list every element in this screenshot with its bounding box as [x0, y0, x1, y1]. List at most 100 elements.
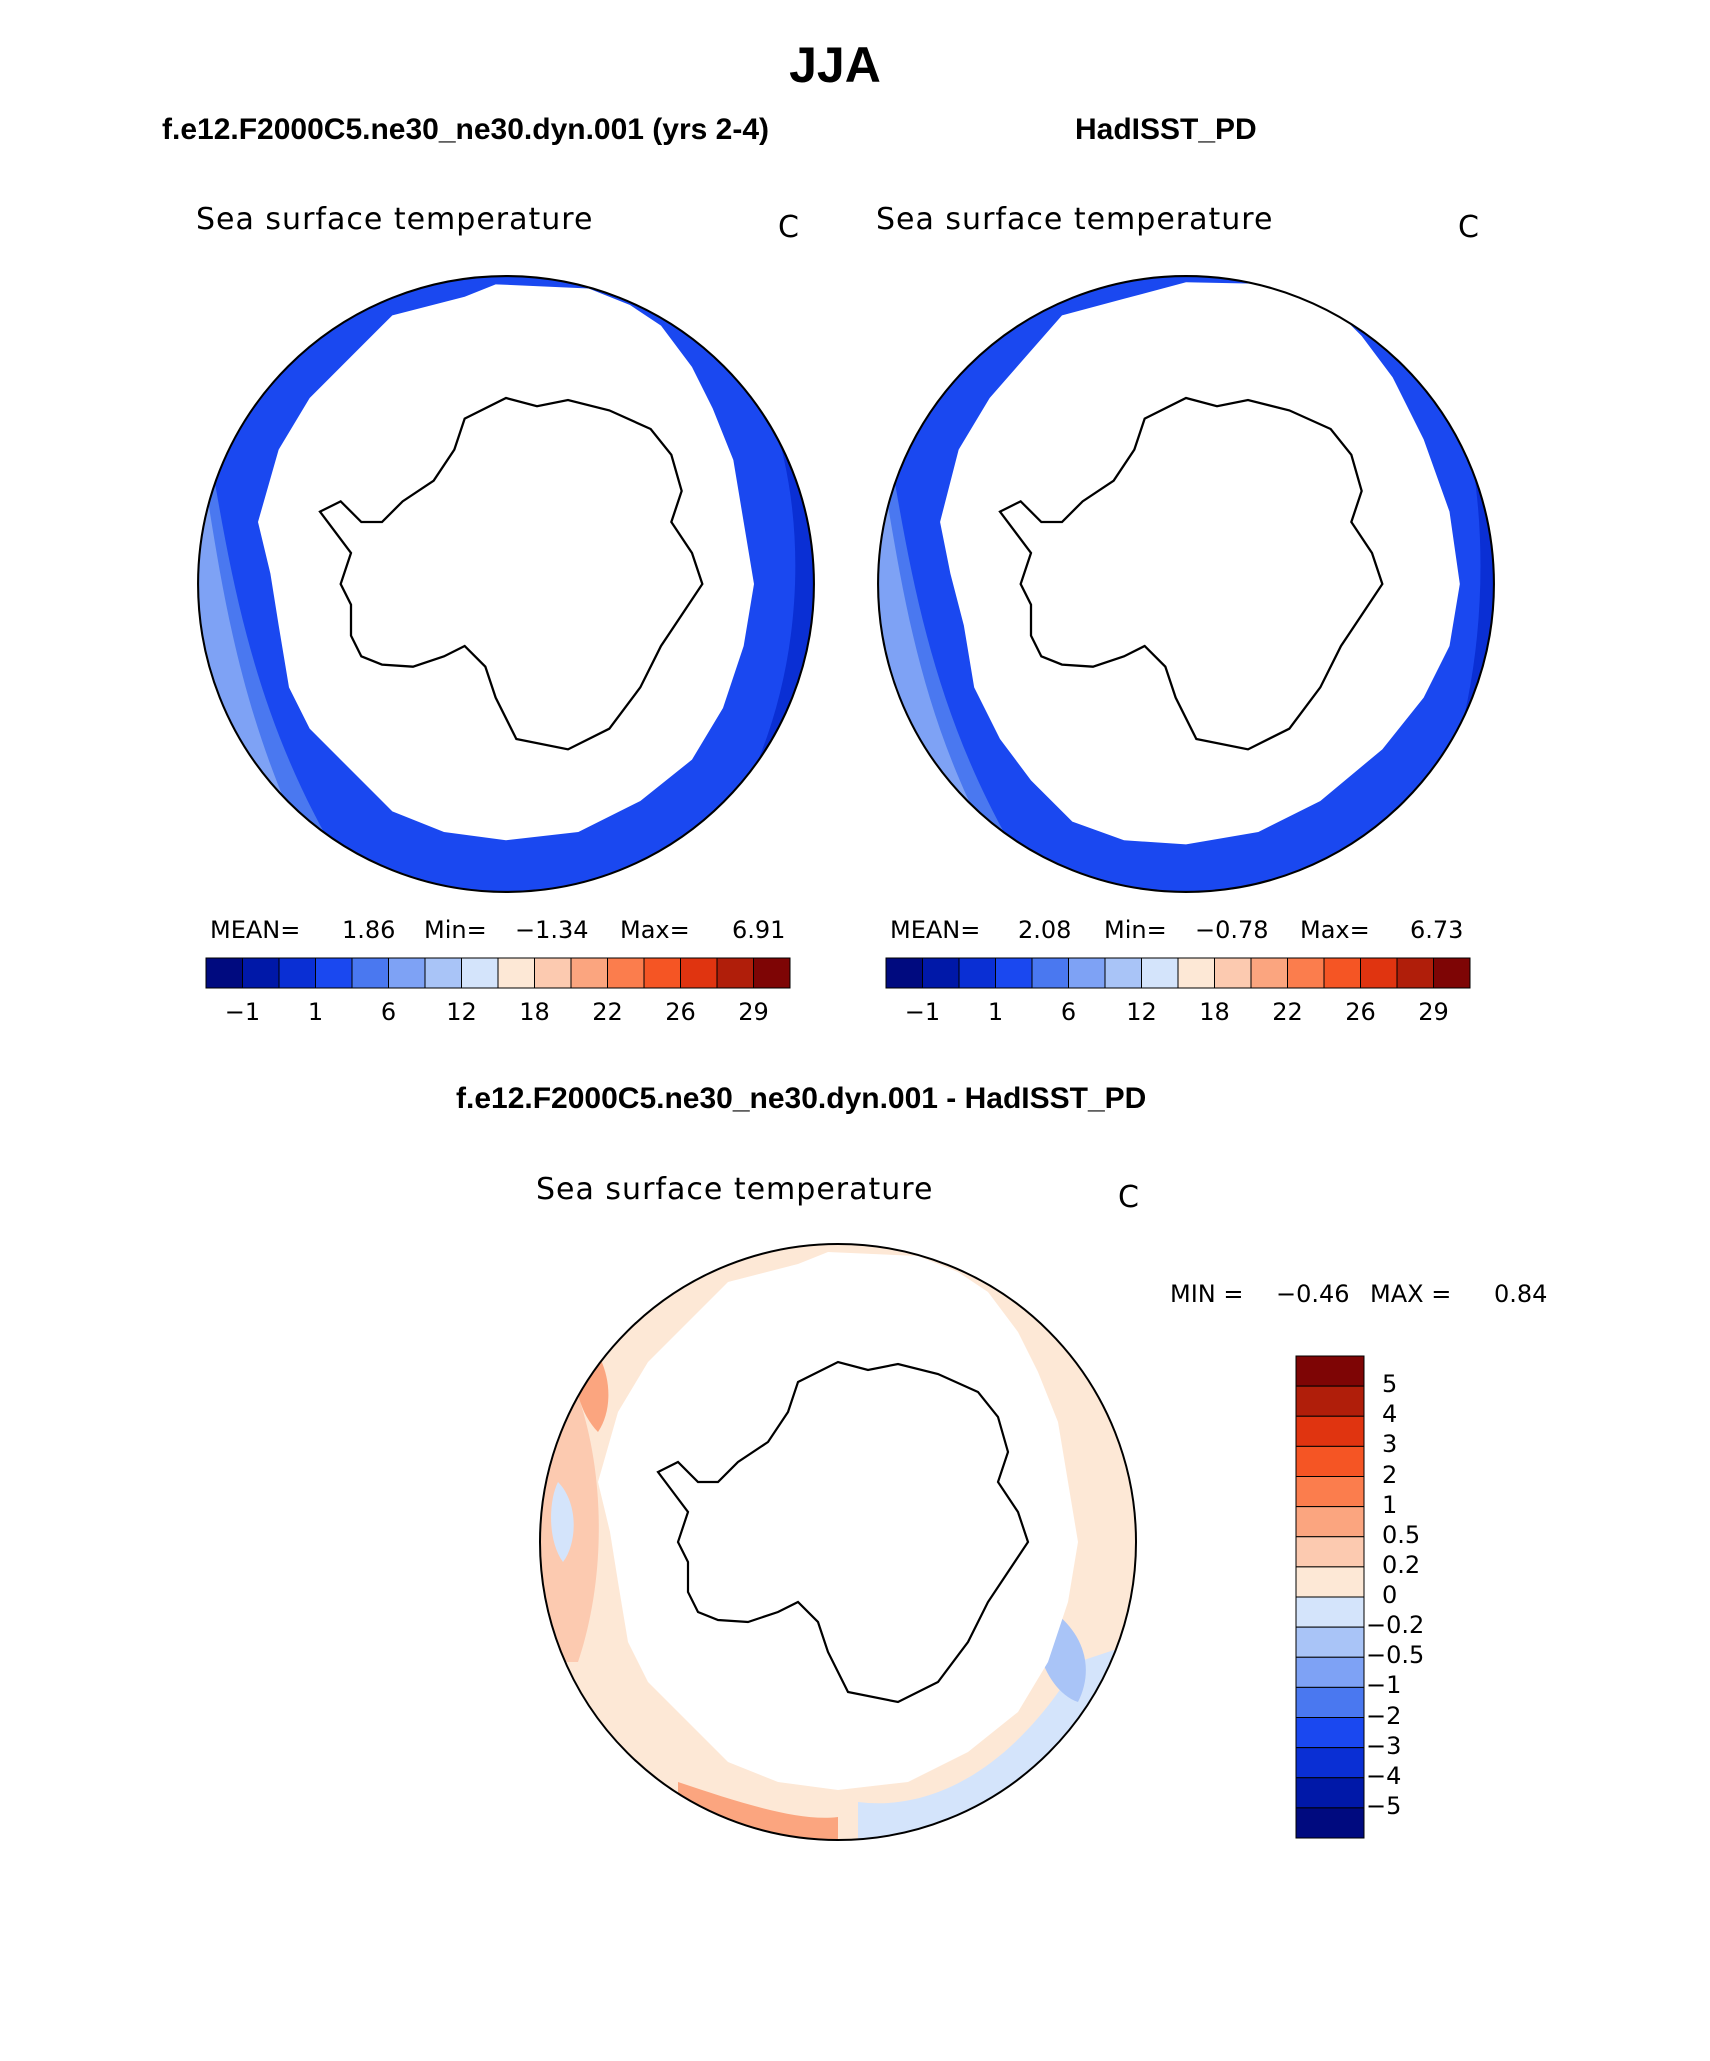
- figure-title: JJA: [789, 37, 881, 93]
- panel1-min-label: Min=: [424, 916, 487, 944]
- colorbar-swatch: [958, 957, 996, 989]
- colorbar-tick-label: 26: [1345, 998, 1376, 1026]
- colorbar-swatch: [995, 957, 1033, 989]
- colorbar-swatch: [1295, 1355, 1365, 1387]
- colorbar-swatch: [716, 957, 754, 989]
- colorbar-swatch: [1295, 1717, 1365, 1749]
- panel2-polar-map: [877, 275, 1495, 893]
- colorbar-tick-label: 22: [592, 998, 623, 1026]
- panel2-subtitle: HadISST_PD: [1075, 113, 1257, 146]
- colorbar-swatch: [1214, 957, 1252, 989]
- colorbar-swatch: [1295, 1747, 1365, 1779]
- panel1-subtitle: f.e12.F2000C5.ne30_ne30.dyn.001 (yrs 2-4…: [162, 113, 770, 146]
- colorbar-tick-label: 26: [665, 998, 696, 1026]
- colorbar-swatch: [1295, 1596, 1365, 1628]
- colorbar-tick-label: 29: [1418, 998, 1449, 1026]
- colorbar-swatch: [534, 957, 572, 989]
- colorbar-tick-label: −3: [1366, 1731, 1402, 1760]
- colorbar-swatch: [1323, 957, 1361, 989]
- panel1-colorbar: [205, 957, 791, 989]
- map-boundary: [539, 1243, 1137, 1841]
- panel3-units-label: C: [1118, 1180, 1140, 1215]
- map-boundary: [877, 275, 1495, 893]
- colorbar-tick-label: −1: [904, 998, 941, 1026]
- colorbar-tick-label: 5: [1382, 1370, 1398, 1399]
- colorbar-swatch: [607, 957, 645, 989]
- colorbar-swatch: [1295, 1385, 1365, 1417]
- panel1-units-label: C: [778, 210, 800, 245]
- colorbar-tick-label: 29: [738, 998, 769, 1026]
- colorbar-tick-label: 12: [1126, 998, 1157, 1026]
- panel2-min-value: −0.78: [1195, 916, 1269, 944]
- panel1-mean-label: MEAN=: [210, 916, 301, 944]
- colorbar-swatch: [680, 957, 718, 989]
- colorbar-swatch: [1031, 957, 1069, 989]
- colorbar-swatch: [1250, 957, 1288, 989]
- colorbar-swatch: [1295, 1626, 1365, 1658]
- colorbar-swatch: [1295, 1777, 1365, 1809]
- panel1-variable-label: Sea surface temperature: [196, 202, 594, 237]
- panel3-polar-map: [539, 1243, 1137, 1841]
- colorbar-swatch: [1177, 957, 1215, 989]
- colorbar-swatch: [242, 957, 280, 989]
- panel1-polar-map: [197, 275, 815, 893]
- colorbar-tick-label: 12: [446, 998, 477, 1026]
- colorbar-tick-label: −0.2: [1366, 1611, 1425, 1640]
- panel1-colorbar-ticks: −1 1 6 12 18 22 26 29: [206, 998, 790, 1028]
- colorbar-swatch: [1433, 957, 1471, 989]
- panel3-subtitle: f.e12.F2000C5.ne30_ne30.dyn.001 - HadISS…: [456, 1082, 1147, 1115]
- panel1-mean-value: 1.86: [342, 916, 396, 944]
- colorbar-tick-label: −4: [1366, 1761, 1402, 1790]
- colorbar-swatch: [1295, 1686, 1365, 1719]
- sea-ice-region: [940, 282, 1460, 845]
- colorbar-swatch: [1360, 957, 1398, 989]
- colorbar-swatch: [1295, 1445, 1365, 1478]
- colorbar-tick-label: 18: [519, 998, 550, 1026]
- colorbar-swatch: [1068, 957, 1106, 989]
- panel3-colorbar: [1295, 1355, 1365, 1839]
- colorbar-swatch: [461, 957, 499, 989]
- colorbar-swatch: [424, 957, 462, 989]
- panel1-min-value: −1.34: [515, 916, 589, 944]
- colorbar-swatch: [205, 957, 243, 989]
- panel3-max-label: MAX =: [1370, 1280, 1452, 1308]
- colorbar-tick-label: −1: [224, 998, 261, 1026]
- panel3-variable-label: Sea surface temperature: [536, 1172, 934, 1207]
- colorbar-tick-label: 0: [1382, 1581, 1398, 1609]
- colorbar-tick-label: 1: [307, 998, 324, 1026]
- panel3-min-label: MIN =: [1170, 1280, 1244, 1308]
- colorbar-tick-label: −1: [1366, 1671, 1402, 1700]
- colorbar-tick-label: 0.2: [1382, 1550, 1421, 1579]
- colorbar-swatch: [1295, 1566, 1365, 1598]
- colorbar-swatch: [1295, 1415, 1365, 1447]
- colorbar-swatch: [351, 957, 389, 989]
- colorbar-tick-label: 3: [1382, 1430, 1398, 1459]
- panel2-variable-label: Sea surface temperature: [876, 202, 1274, 237]
- antarctica-coastline: [318, 396, 704, 751]
- colorbar-tick-label: −0.5: [1366, 1641, 1425, 1670]
- panel2-min-label: Min=: [1104, 916, 1167, 944]
- colorbar-tick-label: 1: [987, 998, 1004, 1026]
- panel1-max-label: Max=: [620, 916, 690, 944]
- colorbar-tick-label: −5: [1366, 1791, 1402, 1820]
- panel2-max-label: Max=: [1300, 916, 1370, 944]
- colorbar-tick-label: 2: [1382, 1460, 1398, 1489]
- colorbar-tick-label: 1: [1382, 1490, 1398, 1519]
- map-boundary: [197, 275, 815, 893]
- colorbar-swatch: [1295, 1476, 1365, 1508]
- colorbar-swatch: [1295, 1807, 1365, 1839]
- panel1-max-value: 6.91: [732, 916, 786, 944]
- panel3-min-value: −0.46: [1276, 1280, 1350, 1308]
- diff-negative-patch: [551, 1482, 574, 1562]
- panel2-mean-label: MEAN=: [890, 916, 981, 944]
- colorbar-swatch: [1295, 1656, 1365, 1688]
- colorbar-swatch: [885, 957, 923, 989]
- colorbar-swatch: [1396, 957, 1434, 989]
- colorbar-swatch: [1295, 1536, 1365, 1568]
- colorbar-swatch: [1287, 957, 1325, 989]
- colorbar-tick-label: 4: [1382, 1400, 1398, 1429]
- colorbar-tick-label: −2: [1366, 1701, 1402, 1730]
- panel2-colorbar: [885, 957, 1471, 989]
- colorbar-swatch: [1295, 1506, 1365, 1538]
- colorbar-swatch: [753, 957, 791, 989]
